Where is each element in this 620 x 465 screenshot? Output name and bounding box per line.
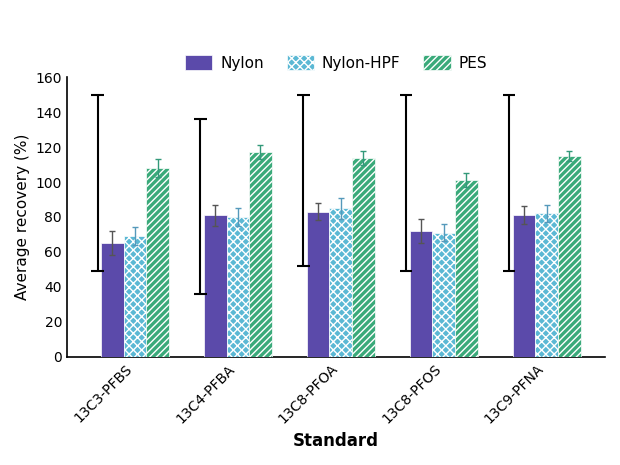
Y-axis label: Average recovery (%): Average recovery (%) [15, 134, 30, 300]
Bar [226, 217, 249, 357]
Bar [329, 208, 352, 357]
Bar [432, 232, 455, 357]
Bar [513, 215, 535, 357]
Bar [101, 243, 123, 357]
Legend: Nylon, Nylon-HPF, PES: Nylon, Nylon-HPF, PES [179, 48, 493, 77]
Bar [558, 156, 580, 357]
Bar [352, 158, 374, 357]
Bar [455, 180, 477, 357]
X-axis label: Standard: Standard [293, 432, 379, 450]
Bar [146, 168, 169, 357]
Bar [535, 213, 558, 357]
Bar [249, 153, 272, 357]
Bar [410, 231, 432, 357]
Bar [204, 215, 226, 357]
Bar [307, 212, 329, 357]
Bar [123, 236, 146, 357]
